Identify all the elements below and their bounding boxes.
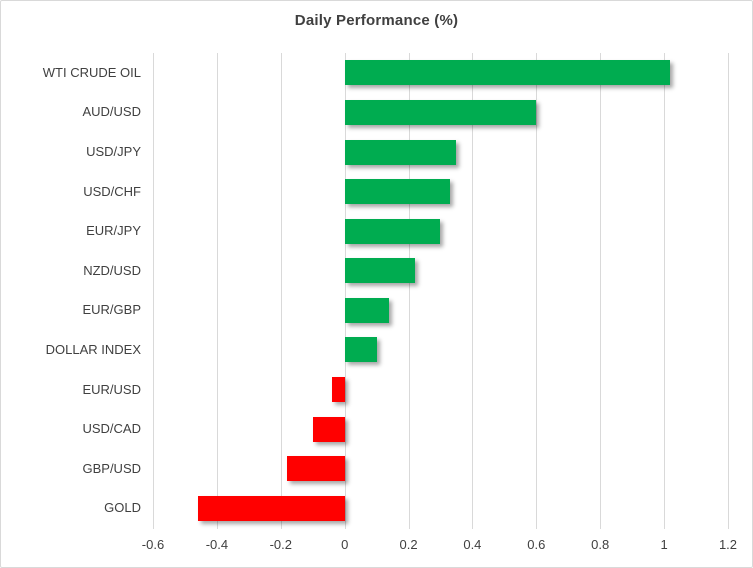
x-tick-label: -0.4 xyxy=(205,537,229,552)
category-label: USD/JPY xyxy=(86,144,141,159)
bar-eur-usd xyxy=(331,377,345,402)
category-label: GBP/USD xyxy=(82,460,141,476)
category-label: GOLD xyxy=(104,500,141,516)
x-tick-label: 1 xyxy=(660,537,668,552)
gridline xyxy=(664,53,666,529)
bar-usd-chf xyxy=(344,179,451,204)
bar-wti-crude-oil xyxy=(344,60,671,86)
bar-aud-usd xyxy=(344,99,537,125)
gridline xyxy=(153,53,154,529)
gridline xyxy=(728,53,729,529)
category-label: DOLLAR INDEX xyxy=(45,341,141,357)
bar-usd-jpy xyxy=(344,139,457,165)
gridline xyxy=(408,53,410,529)
bar-dollar-index xyxy=(344,337,377,363)
gridline xyxy=(216,53,218,529)
x-tick-label: 0.6 xyxy=(527,537,546,552)
category-label: USD/CHF xyxy=(83,183,141,199)
x-tick-label: 0.8 xyxy=(591,537,610,552)
gridline xyxy=(344,53,346,529)
x-tick-label: 0.4 xyxy=(463,537,482,552)
bar-eur-jpy xyxy=(344,218,441,244)
bar-eur-gbp xyxy=(344,297,390,323)
chart-title: Daily Performance (%) xyxy=(294,12,459,29)
x-tick-label: -0.2 xyxy=(269,537,292,552)
bar-gbp-usd xyxy=(287,456,345,482)
bar-gold xyxy=(197,495,345,521)
category-label: NZD/USD xyxy=(83,262,141,278)
x-tick-label: 0 xyxy=(341,537,349,552)
bar-usd-cad xyxy=(312,416,345,442)
category-label: AUD/USD xyxy=(82,104,141,120)
gridline xyxy=(472,53,474,529)
category-label: USD/CAD xyxy=(82,421,141,436)
gridline xyxy=(280,53,282,529)
bar-nzd-usd xyxy=(344,258,415,284)
gridline xyxy=(536,53,538,529)
plot-area xyxy=(153,53,729,529)
x-tick-label: -0.6 xyxy=(141,537,165,552)
category-label: WTI CRUDE OIL xyxy=(42,64,141,80)
category-label: EUR/GBP xyxy=(82,302,141,318)
category-label: EUR/JPY xyxy=(86,223,141,239)
gridline xyxy=(600,53,602,529)
x-tick-label: 0.2 xyxy=(399,537,418,552)
x-tick-label: 1.2 xyxy=(718,537,738,552)
category-label: EUR/USD xyxy=(82,381,141,397)
